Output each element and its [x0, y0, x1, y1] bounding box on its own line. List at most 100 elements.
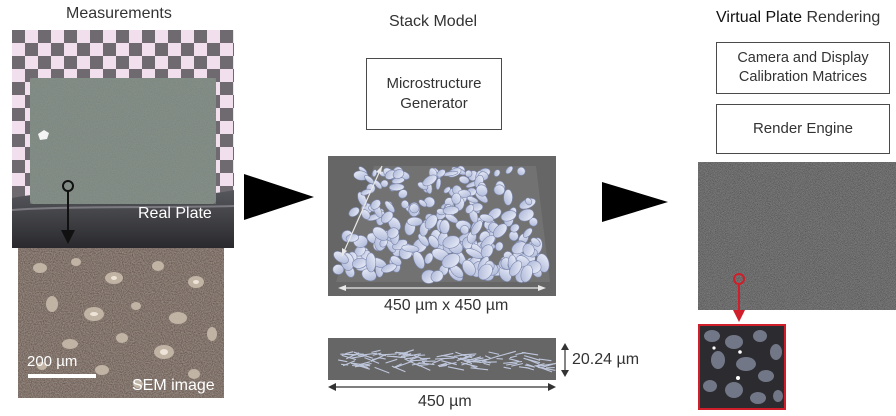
virtual-plate-render	[698, 162, 896, 310]
side-flake-line	[371, 349, 381, 353]
real-plate-label: Real Plate	[138, 205, 212, 222]
side-flake-line	[419, 364, 429, 366]
side-flake-line	[438, 364, 447, 368]
side-flake-line	[523, 357, 541, 364]
side-flake-line	[401, 353, 421, 358]
side-flake-line	[474, 357, 484, 361]
flake-shape	[436, 169, 446, 178]
side-flake-line	[393, 363, 402, 369]
flake-shape	[493, 184, 505, 196]
side-flake-line	[350, 362, 370, 370]
scale-bar-label: 200 µm	[27, 353, 78, 370]
flake-shape	[424, 214, 438, 230]
side-flake-line	[354, 362, 372, 368]
flake-shape	[441, 253, 461, 269]
flake-shape	[373, 179, 383, 190]
side-flake-line	[337, 359, 348, 363]
side-flake-line	[488, 351, 500, 355]
flake-shape	[424, 252, 434, 265]
flake-shape	[428, 235, 440, 249]
stack-side-view	[328, 338, 556, 380]
flake-shape	[465, 248, 484, 259]
side-flake-line	[506, 362, 518, 366]
side-flake-line	[483, 362, 491, 366]
side-flake-line	[431, 357, 445, 365]
flake-shape	[443, 186, 451, 194]
microstructure-generator-box: Microstructure Generator	[366, 58, 502, 130]
side-flake-line	[351, 355, 367, 359]
side-flake-line	[440, 361, 457, 367]
side-flake-line	[538, 358, 552, 362]
flake-shape	[477, 263, 493, 281]
sem-image-label: SEM image	[132, 377, 215, 394]
flake-shape	[525, 197, 533, 206]
side-flake-line	[405, 357, 414, 360]
calibration-line-1: Camera and Display	[737, 50, 869, 67]
flake-shape	[384, 200, 395, 213]
side-flake-line	[524, 355, 541, 361]
flake-shape	[470, 220, 483, 236]
side-flake-line	[374, 366, 390, 374]
flake-shape	[518, 208, 535, 222]
flake-shape	[442, 205, 459, 215]
flake-shape	[388, 183, 405, 192]
side-flake-line	[462, 354, 473, 359]
side-flake-line	[508, 358, 520, 362]
flake-shape	[464, 170, 473, 178]
width-dimension-arrow-icon	[328, 383, 556, 391]
flake-shape	[530, 237, 541, 247]
zoom-marker-red-icon	[733, 273, 745, 322]
side-view-width-caption: 450 µm	[418, 393, 472, 410]
side-flake-line	[418, 362, 435, 366]
side-flake-line	[397, 352, 409, 357]
height-dimension-arrow-icon	[561, 343, 569, 377]
flake-shape	[503, 189, 513, 206]
flake-shape	[479, 213, 494, 223]
side-flake-line	[341, 363, 349, 366]
flake-shape	[435, 177, 442, 190]
flake-shape	[430, 270, 444, 283]
flake-shape	[505, 165, 514, 175]
flake-shape	[523, 227, 533, 238]
flake-shape	[365, 252, 377, 273]
flake-shape	[462, 259, 476, 277]
rendering-title-part-1: Virtual Plate	[716, 9, 802, 26]
side-flake-line	[385, 358, 398, 364]
side-flake-line	[344, 351, 354, 355]
side-flake-line	[341, 354, 357, 361]
flake-shape	[493, 223, 508, 239]
render-engine-box: Render Engine	[716, 104, 890, 154]
stack-model-title: Stack Model	[389, 13, 478, 30]
side-flake-line	[515, 352, 526, 356]
flake-shape	[381, 263, 397, 273]
flow-arrow-icon	[602, 182, 668, 222]
flake-shape	[458, 175, 470, 184]
sem-image	[18, 248, 224, 398]
flake-shape	[522, 243, 535, 257]
flake-shape	[510, 223, 520, 233]
zoom-marker-icon	[61, 180, 75, 244]
flake-shape	[398, 189, 408, 199]
side-flake-line	[537, 366, 556, 371]
side-flake-line	[496, 350, 517, 358]
side-flake-line	[511, 362, 524, 367]
side-flake-line	[441, 360, 457, 366]
flake-shape	[444, 213, 459, 224]
side-flake-line	[413, 354, 426, 361]
top-view-caption: 450 µm x 450 µm	[384, 297, 509, 314]
flow-arrow-icon	[244, 174, 314, 220]
side-flake-line	[364, 357, 380, 364]
flake-shape	[442, 235, 461, 249]
side-flake-line	[434, 357, 455, 360]
flake-shape	[460, 225, 470, 235]
side-flake-line	[358, 361, 371, 366]
side-flake-line	[456, 354, 472, 362]
side-flake-line	[536, 362, 556, 367]
stack-top-view	[328, 156, 556, 296]
measurements-title: Measurements	[66, 5, 172, 22]
calibration-line-2: Calibration Matrices	[738, 69, 868, 85]
side-flake-line	[484, 355, 491, 359]
side-flake-line	[372, 352, 382, 356]
side-flake-line	[468, 359, 486, 363]
flake-shape	[348, 206, 360, 218]
